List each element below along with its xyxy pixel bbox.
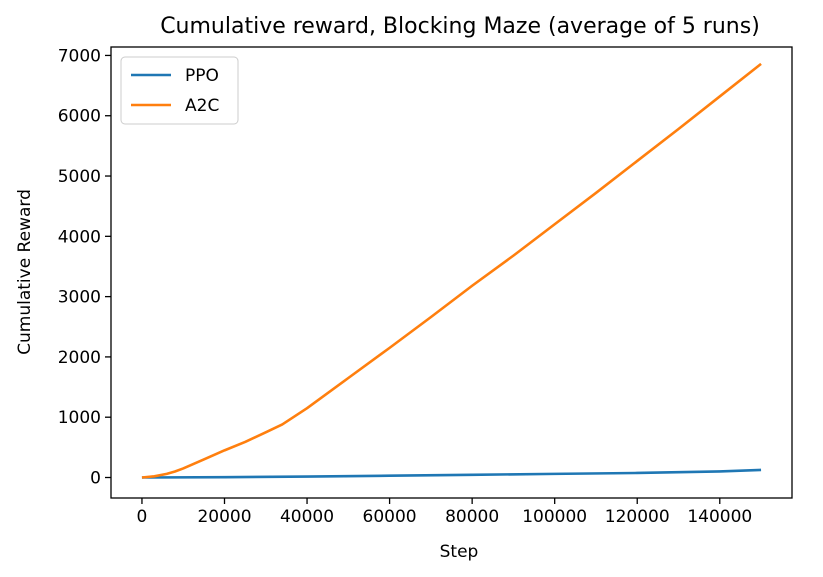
x-tick-label: 120000 xyxy=(605,507,670,527)
x-tick-label: 0 xyxy=(137,507,148,527)
y-tick-label: 0 xyxy=(90,469,101,489)
plot-frame xyxy=(110,46,793,499)
x-tick-label: 100000 xyxy=(522,507,587,527)
legend-label-a2c: A2C xyxy=(185,96,219,116)
y-tick-label: 7000 xyxy=(58,46,101,66)
y-axis: 0 1000 2000 3000 4000 5000 6000 7000 xyxy=(58,46,111,489)
plot-series xyxy=(141,62,762,479)
series-line-ppo xyxy=(141,468,762,479)
x-tick-label: 80000 xyxy=(445,507,499,527)
y-tick-label: 3000 xyxy=(58,288,101,308)
y-tick-label: 5000 xyxy=(58,167,101,187)
x-tick-label: 20000 xyxy=(197,507,251,527)
x-tick-label: 60000 xyxy=(363,507,417,527)
y-tick-label: 2000 xyxy=(58,348,101,368)
x-axis: 0 20000 40000 60000 80000 100000 120000 140000 xyxy=(137,498,752,527)
y-tick-label: 6000 xyxy=(58,107,101,127)
legend: PPO A2C xyxy=(120,56,239,125)
y-tick-label: 1000 xyxy=(58,408,101,428)
x-axis-label: Step xyxy=(440,542,479,562)
series-line-a2c xyxy=(141,62,762,479)
y-tick-label: 4000 xyxy=(58,227,101,247)
chart-title: Cumulative reward, Blocking Maze (averag… xyxy=(160,14,760,39)
y-axis-label: Cumulative Reward xyxy=(15,189,35,355)
x-tick-label: 140000 xyxy=(687,507,752,527)
legend-label-ppo: PPO xyxy=(185,66,219,86)
legend-box xyxy=(120,56,239,125)
x-tick-label: 40000 xyxy=(280,507,334,527)
